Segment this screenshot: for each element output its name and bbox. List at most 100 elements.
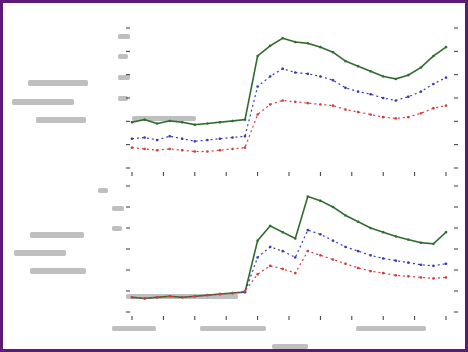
- data-point: [294, 40, 297, 44]
- data-point: [206, 150, 209, 153]
- data-point: [407, 275, 410, 278]
- data-point: [394, 274, 398, 277]
- data-point: [180, 137, 184, 140]
- data-point: [268, 103, 272, 106]
- data-point: [331, 50, 335, 54]
- data-point: [155, 138, 159, 142]
- data-point: [319, 45, 322, 49]
- data-point: [381, 271, 385, 275]
- data-point: [294, 100, 297, 104]
- data-point: [419, 263, 423, 267]
- data-point: [369, 92, 372, 96]
- data-point: [356, 249, 360, 253]
- data-point: [394, 99, 398, 102]
- data-point: [243, 134, 247, 138]
- data-point: [331, 104, 335, 107]
- data-point: [432, 277, 435, 280]
- data-point: [369, 269, 372, 273]
- data-point: [168, 134, 171, 138]
- data-point: [231, 147, 234, 151]
- data-point: [344, 214, 347, 217]
- illegible-label-smudges: [12, 34, 426, 349]
- data-point: [281, 36, 285, 40]
- data-point: [268, 245, 272, 249]
- data-point: [369, 70, 372, 73]
- data-point: [419, 66, 423, 69]
- illegible-text: [28, 80, 88, 86]
- data-point: [319, 233, 322, 236]
- data-point: [168, 119, 171, 123]
- data-point: [256, 239, 259, 242]
- data-point: [394, 259, 398, 262]
- data-point: [369, 113, 372, 116]
- data-point: [356, 110, 360, 114]
- data-point: [256, 113, 259, 116]
- data-point: [331, 258, 335, 261]
- data-point: [444, 45, 448, 49]
- illegible-text: [12, 99, 74, 105]
- illegible-text: [356, 326, 426, 331]
- data-point: [218, 137, 222, 140]
- data-point: [143, 136, 146, 139]
- data-point: [331, 205, 335, 209]
- data-point: [407, 95, 410, 98]
- illegible-text: [118, 96, 128, 101]
- data-point: [419, 241, 423, 244]
- data-point: [193, 295, 197, 298]
- data-point: [319, 254, 322, 257]
- data-point: [407, 73, 410, 77]
- data-point: [294, 271, 297, 275]
- data-point: [130, 296, 134, 299]
- data-point: [143, 297, 146, 300]
- data-point: [155, 148, 159, 152]
- data-point: [243, 289, 247, 293]
- data-point: [130, 120, 134, 124]
- data-point: [356, 220, 360, 223]
- data-point: [407, 238, 410, 241]
- series-line-2: [131, 68, 447, 142]
- data-point: [331, 78, 335, 82]
- data-point: [306, 228, 310, 232]
- data-point: [344, 108, 347, 111]
- data-point: [319, 199, 322, 202]
- data-point: [444, 76, 448, 79]
- illegible-text: [98, 188, 108, 193]
- data-point: [281, 67, 285, 70]
- data-point: [356, 64, 360, 68]
- data-point: [306, 101, 310, 105]
- data-point: [243, 146, 247, 149]
- data-point: [268, 44, 272, 48]
- data-point: [444, 104, 448, 107]
- data-point: [231, 119, 234, 123]
- chart-panel-top: [126, 27, 458, 176]
- series-line-1: [131, 195, 447, 300]
- data-point: [206, 122, 209, 125]
- data-point: [281, 267, 285, 271]
- illegible-text: [30, 268, 86, 274]
- data-point: [143, 147, 146, 151]
- data-point: [143, 118, 146, 121]
- data-point: [419, 276, 423, 279]
- data-point: [218, 148, 222, 152]
- data-point: [180, 296, 184, 299]
- data-point: [268, 264, 272, 268]
- data-point: [419, 90, 423, 93]
- data-point: [344, 59, 347, 63]
- illegible-text: [112, 226, 122, 231]
- illegible-text: [30, 232, 84, 238]
- data-point: [407, 261, 410, 264]
- data-point: [256, 54, 259, 58]
- data-point: [356, 266, 360, 270]
- data-point: [432, 106, 435, 110]
- data-point: [319, 75, 322, 78]
- data-point: [369, 254, 372, 257]
- data-point: [344, 245, 347, 249]
- illegible-text: [132, 116, 196, 121]
- data-point: [155, 296, 159, 299]
- data-point: [444, 276, 448, 279]
- data-point: [294, 237, 297, 240]
- data-point: [432, 82, 435, 86]
- data-point: [306, 42, 310, 45]
